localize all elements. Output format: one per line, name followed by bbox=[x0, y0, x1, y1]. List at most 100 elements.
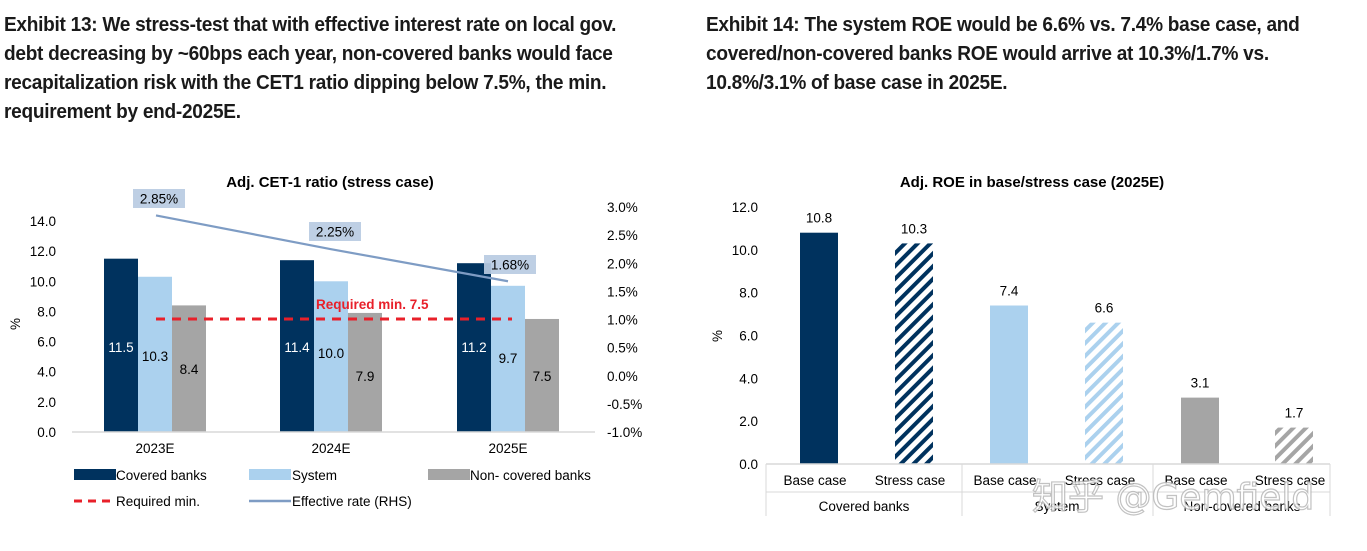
legend-swatch-system bbox=[249, 469, 291, 480]
effective-rate-label: 2.85% bbox=[140, 192, 178, 207]
cet1-data-label-system: 9.7 bbox=[499, 351, 518, 366]
cet1-bar-noncovered-banks bbox=[525, 318, 559, 432]
cet1-y2-tick-label: 0.0% bbox=[607, 369, 638, 384]
cet1-bars: 11.5 10.3 8.4 11.4 10.0 7.9 11.2 9.7 7.5 bbox=[104, 258, 559, 432]
roe-y-tick-label: 8.0 bbox=[739, 286, 758, 301]
cet1-x-tick-label: 2023E bbox=[135, 441, 174, 456]
roe-data-label: 10.8 bbox=[806, 211, 832, 226]
cet1-chart: Adj. CET-1 ratio (stress case) % 0.0 2.0 4… bbox=[8, 174, 642, 509]
legend-label-required-min: Required min. bbox=[116, 494, 200, 509]
cet1-y-tick-label: 12.0 bbox=[30, 244, 56, 259]
legend-swatch-covered bbox=[74, 469, 116, 480]
effective-rate-line bbox=[155, 214, 509, 283]
roe-bar-base-case bbox=[990, 305, 1028, 464]
cet1-data-label-system: 10.3 bbox=[142, 349, 168, 364]
roe-y-tick-label: 12.0 bbox=[732, 200, 758, 215]
roe-y-tick-label: 10.0 bbox=[732, 243, 758, 258]
legend-label-system: System bbox=[292, 468, 337, 483]
roe-y-tick-label: 6.0 bbox=[739, 329, 758, 344]
cet1-data-label-noncovered-banks: 7.5 bbox=[533, 369, 552, 384]
exhibit-13-title: Exhibit 13: We stress-test that with eff… bbox=[4, 13, 617, 123]
roe-group-label: System bbox=[1034, 499, 1079, 514]
effective-rate-label: 2.25% bbox=[316, 225, 354, 240]
cet1-legend: Covered banks System Non- covered banks … bbox=[74, 468, 591, 509]
roe-group-label: Covered banks bbox=[819, 499, 910, 514]
roe-y-ticks: 0.0 2.0 4.0 6.0 8.0 10.0 12.0 bbox=[732, 200, 758, 472]
cet1-bar-covered-banks bbox=[104, 258, 138, 432]
cet1-bar-noncovered-banks bbox=[172, 305, 206, 432]
roe-data-label: 6.6 bbox=[1095, 301, 1114, 316]
cet1-chart-title: Adj. CET-1 ratio (stress case) bbox=[226, 174, 434, 191]
cet1-y2-tick-label: 0.5% bbox=[607, 341, 638, 356]
cet1-bar-system bbox=[314, 281, 348, 432]
roe-x-ticks: Base case Stress case Base case Stress case… bbox=[783, 473, 1325, 514]
cet1-y-tick-label: 4.0 bbox=[37, 365, 56, 380]
legend-item-covered-banks: Covered banks bbox=[74, 468, 207, 483]
cet1-y2-tick-label: -0.5% bbox=[607, 397, 642, 412]
legend-label-covered: Covered banks bbox=[116, 468, 207, 483]
legend-item-required-min: Required min. bbox=[74, 494, 200, 509]
legend-item-effective-rate: Effective rate (RHS) bbox=[249, 494, 412, 509]
cet1-x-ticks: 2023E 2024E 2025E bbox=[135, 441, 527, 456]
roe-bar-stress-case bbox=[1275, 427, 1313, 464]
roe-x-tick-label: Base case bbox=[973, 473, 1036, 488]
cet1-y2-tick-label: 3.0% bbox=[607, 200, 638, 215]
roe-chart: Adj. ROE in base/stress case (2025E) % 0… bbox=[710, 174, 1331, 516]
roe-bar-stress-case bbox=[895, 243, 933, 464]
cet1-y-tick-label: 6.0 bbox=[37, 335, 56, 350]
effective-rate-series: 2.85% 2.25% 1.68% bbox=[133, 189, 536, 283]
cet1-data-label-covered-banks: 11.5 bbox=[108, 340, 133, 355]
cet1-data-label-system: 10.0 bbox=[318, 346, 344, 361]
roe-bar-stress-case bbox=[1085, 322, 1123, 464]
cet1-y-tick-label: 8.0 bbox=[37, 304, 56, 319]
cet1-bar-system bbox=[491, 285, 525, 432]
required-min-annotation: Required min. 7.5 bbox=[316, 297, 429, 312]
cet1-y2-tick-label: 2.5% bbox=[607, 228, 638, 243]
effective-rate-label: 1.68% bbox=[491, 258, 529, 273]
exhibit-14-title: Exhibit 14: The system ROE would be 6.6%… bbox=[706, 13, 1300, 94]
cet1-bar-noncovered-banks bbox=[348, 312, 382, 432]
roe-y-tick-label: 2.0 bbox=[739, 414, 758, 429]
legend-label-noncovered: Non- covered banks bbox=[470, 468, 591, 483]
cet1-y2-ticks: -1.0% -0.5% 0.0% 0.5% 1.0% 1.5% 2.0% 2.5% 3.0% bbox=[607, 200, 642, 440]
legend-swatch-noncovered bbox=[428, 469, 470, 480]
roe-data-label: 10.3 bbox=[901, 221, 927, 236]
cet1-y-tick-label: 0.0 bbox=[37, 425, 56, 440]
cet1-y2-tick-label: 2.0% bbox=[607, 256, 638, 271]
effective-rate-label-box bbox=[133, 189, 185, 208]
roe-y-tick-label: 4.0 bbox=[739, 371, 758, 386]
cet1-y-axis-label: % bbox=[8, 318, 23, 330]
watermark-text: 知乎 @Gemfield bbox=[1032, 477, 1314, 518]
cet1-data-label-covered-banks: 11.2 bbox=[461, 340, 486, 355]
roe-x-tick-label: Stress case bbox=[1255, 473, 1326, 488]
legend-label-effective-rate: Effective rate (RHS) bbox=[292, 494, 412, 509]
roe-bar-base-case bbox=[1181, 397, 1219, 464]
cet1-x-tick-label: 2024E bbox=[311, 441, 350, 456]
cet1-data-label-covered-banks: 11.4 bbox=[284, 340, 310, 355]
roe-chart-title: Adj. ROE in base/stress case (2025E) bbox=[900, 174, 1164, 191]
roe-x-tick-label: Stress case bbox=[875, 473, 946, 488]
cet1-data-label-noncovered-banks: 7.9 bbox=[356, 369, 375, 384]
cet1-bar-system bbox=[138, 276, 172, 432]
cet1-y2-tick-label: 1.0% bbox=[607, 313, 638, 328]
cet1-y-ticks: 0.0 2.0 4.0 6.0 8.0 10.0 12.0 14.0 bbox=[30, 214, 56, 440]
roe-y-tick-label: 0.0 bbox=[739, 457, 758, 472]
cet1-bar-covered-banks bbox=[280, 260, 314, 432]
cet1-y-tick-label: 10.0 bbox=[30, 274, 56, 289]
roe-data-label: 3.1 bbox=[1191, 376, 1210, 391]
roe-bars: 10.8 10.3 7.4 6.6 3.1 1.7 bbox=[800, 211, 1313, 464]
effective-rate-label-box bbox=[309, 222, 361, 241]
roe-x-tick-label: Base case bbox=[783, 473, 846, 488]
roe-bar-base-case bbox=[800, 232, 838, 464]
roe-y-axis-label: % bbox=[710, 330, 725, 342]
roe-x-tick-label: Base case bbox=[1164, 473, 1227, 488]
roe-x-tick-label: Stress case bbox=[1065, 473, 1136, 488]
cet1-y2-tick-label: 1.5% bbox=[607, 284, 638, 299]
legend-item-system: System bbox=[249, 468, 337, 483]
cet1-y-tick-label: 14.0 bbox=[30, 214, 56, 229]
cet1-y2-tick-label: -1.0% bbox=[607, 425, 642, 440]
cet1-x-tick-label: 2025E bbox=[488, 441, 527, 456]
roe-data-label: 1.7 bbox=[1285, 406, 1304, 421]
legend-item-noncovered-banks: Non- covered banks bbox=[428, 468, 591, 483]
